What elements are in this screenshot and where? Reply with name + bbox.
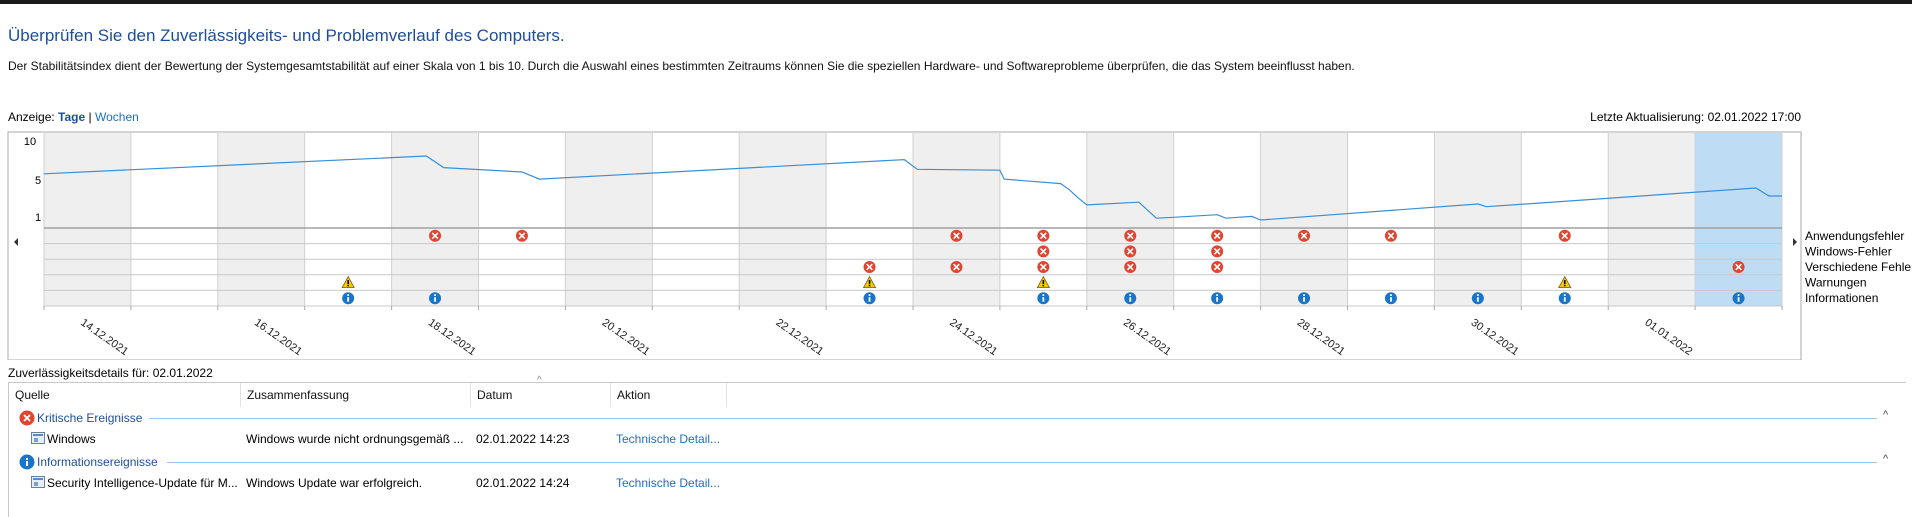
group-title: Informationsereignisse <box>37 455 158 469</box>
day-column-band[interactable] <box>913 133 1000 306</box>
info-icon[interactable] <box>342 292 355 305</box>
details-table: Quelle Zusammenfassung Datum Aktion ^ Kr… <box>8 375 1906 517</box>
error-icon[interactable] <box>1558 229 1571 242</box>
cell-source: Windows <box>47 432 96 446</box>
info-icon[interactable] <box>1211 292 1224 305</box>
info-icon[interactable] <box>1298 292 1311 305</box>
day-column-band[interactable] <box>1608 133 1696 306</box>
warning-icon[interactable] <box>1558 275 1572 288</box>
error-icon[interactable] <box>1124 245 1137 258</box>
error-icon[interactable] <box>1124 229 1137 242</box>
technical-details-link[interactable]: Technische Detail... <box>616 476 721 490</box>
error-icon[interactable] <box>1384 229 1397 242</box>
collapse-chevron[interactable]: ^ <box>1883 453 1889 465</box>
sort-indicator: ^ <box>537 375 542 386</box>
last-update-text: Letzte Aktualisierung: 02.01.2022 17:00 <box>1590 110 1801 124</box>
page-description: Der Stabilitätsindex dient der Bewertung… <box>8 59 1355 73</box>
error-icon[interactable] <box>1211 229 1224 242</box>
stability-index-line <box>43 155 1782 221</box>
warning-icon[interactable] <box>341 275 355 288</box>
column-header-summary[interactable]: Zusammenfassung <box>241 383 471 407</box>
info-icon[interactable] <box>1558 292 1571 305</box>
technical-details-link[interactable]: Technische Detail... <box>616 432 721 446</box>
view-separator: | <box>88 110 92 124</box>
cell-source: Security Intelligence-Update für M... <box>47 476 237 490</box>
error-icon[interactable] <box>950 261 963 273</box>
day-column-band[interactable] <box>391 133 479 306</box>
error-icon[interactable] <box>1732 261 1745 273</box>
view-label: Anzeige: <box>8 110 55 124</box>
day-column-band[interactable] <box>1434 133 1522 306</box>
y-tick-10: 10 <box>24 136 36 148</box>
column-header-date[interactable]: Datum <box>471 383 611 407</box>
info-icon[interactable] <box>863 292 876 305</box>
event-row-label: Informationen <box>1805 291 1878 305</box>
cell-date: 02.01.2022 14:24 <box>476 476 570 490</box>
error-icon[interactable] <box>1211 245 1224 258</box>
error-icon[interactable] <box>1124 261 1137 273</box>
cell-summary: Windows Update war erfolgreich. <box>246 476 423 490</box>
day-column-band[interactable] <box>217 133 305 306</box>
day-column-band[interactable] <box>1086 133 1174 306</box>
warning-icon[interactable] <box>862 275 877 288</box>
info-icon[interactable] <box>1384 292 1397 305</box>
group-divider <box>167 462 1877 463</box>
cell-summary: Windows wurde nicht ordnungsgemäß ... <box>246 432 464 446</box>
collapse-chevron[interactable]: ^ <box>1883 409 1889 421</box>
details-label: Zuverlässigkeitsdetails für: 02.01.2022 <box>8 366 213 380</box>
error-icon[interactable] <box>1037 261 1050 273</box>
scroll-left-arrow[interactable] <box>14 238 18 246</box>
event-row-label: Verschiedene Fehler <box>1805 260 1912 274</box>
column-header-action[interactable]: Aktion <box>611 383 727 407</box>
error-icon[interactable] <box>1211 261 1224 273</box>
application-icon <box>31 432 45 444</box>
info-icon[interactable] <box>429 292 442 305</box>
table-row[interactable]: Security Intelligence-Update für M... Wi… <box>9 472 1905 494</box>
group-critical-events[interactable]: Kritische Ereignisse ^ <box>9 408 1905 428</box>
error-icon[interactable] <box>1037 229 1050 242</box>
error-icon[interactable] <box>515 229 528 242</box>
info-icon[interactable] <box>1124 292 1137 305</box>
group-information-events[interactable]: Informationsereignisse ^ <box>9 452 1905 472</box>
error-icon[interactable] <box>863 261 876 273</box>
group-title: Kritische Ereignisse <box>37 411 143 425</box>
y-tick-5: 5 <box>35 175 41 187</box>
y-tick-1: 1 <box>35 212 41 224</box>
error-icon <box>19 410 35 426</box>
table-row[interactable]: Windows Windows wurde nicht ordnungsgemä… <box>9 428 1905 450</box>
info-icon[interactable] <box>1732 292 1745 305</box>
table-header: Quelle Zusammenfassung Datum Aktion ^ <box>9 375 1905 407</box>
error-icon[interactable] <box>950 229 963 242</box>
scroll-right-arrow[interactable] <box>1793 238 1797 246</box>
warning-icon[interactable] <box>1036 275 1051 288</box>
error-icon[interactable] <box>429 229 442 242</box>
selected-day-column[interactable] <box>1695 133 1782 306</box>
application-icon <box>31 476 45 488</box>
window-top-border <box>0 0 1912 4</box>
event-row-label: Windows-Fehler <box>1805 244 1892 258</box>
day-column-band[interactable] <box>739 133 827 306</box>
column-header-source[interactable]: Quelle <box>9 383 241 407</box>
view-weeks-link[interactable]: Wochen <box>94 110 139 124</box>
group-divider <box>149 418 1877 419</box>
page-title: Überprüfen Sie den Zuverlässigkeits- und… <box>8 26 565 45</box>
cell-date: 02.01.2022 14:23 <box>476 432 570 446</box>
info-icon <box>19 454 35 470</box>
error-icon[interactable] <box>1037 245 1050 258</box>
event-row-label: Warnungen <box>1805 276 1867 290</box>
day-column-band[interactable] <box>44 133 131 306</box>
error-icon[interactable] <box>1298 229 1311 242</box>
info-icon[interactable] <box>1471 292 1484 305</box>
view-days-link[interactable]: Tage <box>58 110 86 124</box>
event-row-label: Anwendungsfehler <box>1805 229 1904 243</box>
view-selector: Anzeige: Tage | Wochen <box>8 110 139 124</box>
info-icon[interactable] <box>1037 292 1050 305</box>
day-column-band[interactable] <box>565 133 653 306</box>
